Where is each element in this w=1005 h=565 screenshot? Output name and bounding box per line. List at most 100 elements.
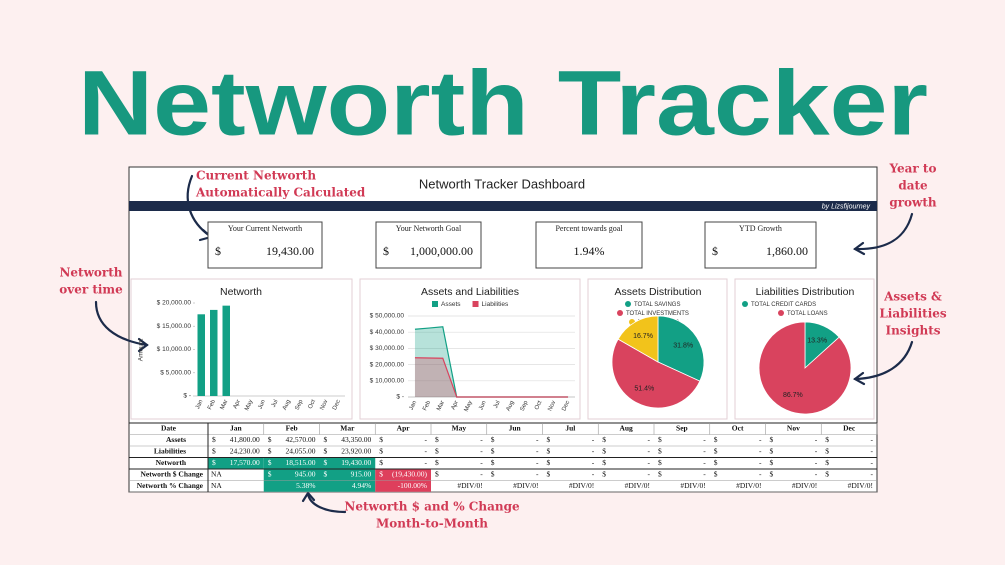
cell-currency: $: [825, 446, 829, 455]
table-header: Jul: [565, 423, 575, 432]
cell-value: 43,350.00: [341, 435, 371, 444]
cell-currency: $: [435, 469, 439, 478]
y-tick-label: $ -: [183, 393, 191, 400]
cell-value: #DIV/0!: [513, 481, 538, 490]
cell-value: -100.00%: [398, 481, 427, 490]
cell-value: 4.94%: [352, 481, 371, 490]
bar: [197, 314, 205, 396]
kpi-currency: $: [215, 244, 221, 258]
cell-value: -: [536, 435, 539, 444]
cell-value: #DIV/0!: [457, 481, 482, 490]
cell-currency: $: [658, 469, 662, 478]
cell-fill: [375, 469, 431, 481]
cell-value: -: [480, 435, 483, 444]
cell-currency: $: [435, 435, 439, 444]
cell-value: #DIV/0!: [848, 481, 873, 490]
x-tick-label: Dec: [332, 399, 342, 411]
byline: by Lizsfijourney: [822, 203, 871, 210]
cell-value: -: [871, 458, 874, 467]
x-tick-label: Jan: [409, 400, 419, 411]
slice-label: 13.3%: [807, 338, 827, 345]
cell-currency: $: [435, 446, 439, 455]
x-tick-label: Aug: [506, 400, 516, 412]
cell-fill: [375, 480, 431, 492]
area-line: [414, 357, 569, 398]
cell-currency: $: [379, 469, 383, 478]
arrow: [853, 212, 914, 251]
cell-currency: $: [547, 446, 551, 455]
cell-fill: [263, 469, 320, 481]
cell-currency: $: [602, 458, 606, 467]
cell-value: -: [703, 469, 706, 478]
cell-value: -: [425, 435, 428, 444]
legend-swatch: [617, 310, 623, 316]
x-tick-label: May: [464, 400, 474, 413]
x-tick-label: Nov: [320, 399, 330, 411]
cell-currency: $: [714, 435, 718, 444]
chart-title: Liabilities Distribution: [756, 286, 855, 298]
kpi-box: [535, 221, 643, 269]
pie-slice: [758, 321, 852, 415]
cell-value: -: [480, 458, 483, 467]
cell-currency: $: [714, 469, 718, 478]
cell-value: -: [815, 469, 818, 478]
cell-currency: $: [212, 435, 216, 444]
arrow: [306, 492, 347, 514]
cell-currency: $: [268, 435, 272, 444]
legend-label: TOTAL LOANS: [787, 311, 828, 317]
table-header: Feb: [286, 423, 298, 432]
kpi-box: [207, 221, 323, 269]
cell-currency: $: [658, 435, 662, 444]
x-tick-label: Apr: [233, 399, 242, 410]
slice-label: 86.7%: [783, 392, 803, 399]
cell-currency: $: [825, 469, 829, 478]
dashboard-title: Networth Tracker Dashboard: [419, 176, 585, 191]
arrow-head: [852, 371, 866, 386]
cell-fill: [208, 457, 264, 469]
annotation: Current Networth: [196, 169, 316, 183]
cell-value: -: [759, 469, 762, 478]
cell-value: -: [648, 469, 651, 478]
x-tick-label: May: [244, 399, 254, 412]
cell-currency: $: [212, 458, 216, 467]
x-tick-label: Oct: [308, 399, 318, 410]
y-tick-label: $ 20,000.00: [157, 300, 192, 307]
x-tick-label: Feb: [207, 398, 217, 411]
cell-currency: $: [491, 469, 495, 478]
x-tick-label: Jul: [493, 400, 502, 409]
cell-currency: $: [714, 458, 718, 467]
cell-currency: $: [547, 469, 551, 478]
cell-currency: $: [658, 446, 662, 455]
pie-slice: [657, 315, 705, 382]
kpi-currency: $: [383, 244, 389, 258]
cell-value: -: [536, 469, 539, 478]
cell-value: 19,430.00: [341, 458, 371, 467]
legend-swatch: [778, 310, 784, 316]
bar: [222, 305, 230, 396]
annotation: Liabilities: [879, 307, 947, 321]
cell-fill: [319, 480, 376, 492]
cell-value: -: [425, 458, 428, 467]
cell-value: -: [871, 435, 874, 444]
x-tick-label: Jan: [195, 399, 205, 410]
x-tick-label: Nov: [547, 400, 557, 412]
cell-value: -: [536, 446, 539, 455]
cell-currency: $: [379, 435, 383, 444]
kpi-label: Your Networth Goal: [396, 224, 462, 233]
row-label: Assets: [166, 435, 186, 444]
legend-label: Assets: [441, 301, 461, 308]
cell-value: -: [703, 458, 706, 467]
cell-value: 23,920.00: [341, 446, 371, 455]
cell-currency: $: [268, 446, 272, 455]
legend-label: TOTAL CREDIT CARDS: [751, 302, 816, 308]
cell-value: -: [480, 446, 483, 455]
row-label: Networth: [156, 458, 187, 467]
table-header: Sep: [676, 423, 688, 432]
arrow: [853, 340, 914, 381]
kpi-label: Percent towards goal: [555, 224, 623, 233]
cell-value: -: [759, 435, 762, 444]
cell-currency: $: [770, 458, 774, 467]
legend-label: TOTAL INVESTMENTS: [626, 311, 689, 317]
cell-currency: $: [491, 435, 495, 444]
cell-value: 42,570.00: [286, 435, 316, 444]
